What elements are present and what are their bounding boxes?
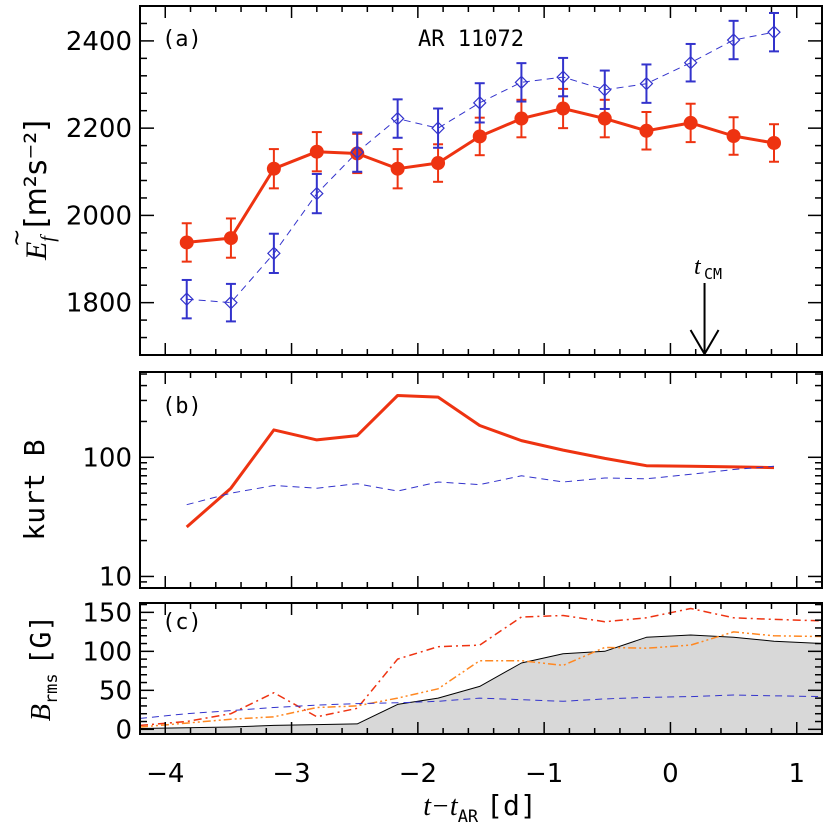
ylabel-c-sub: rms	[42, 673, 62, 704]
series-line-red-dashdot	[140, 607, 822, 727]
data-point	[767, 25, 781, 40]
data-point	[309, 186, 324, 201]
data-point	[472, 95, 487, 110]
x-tick-label: −2	[399, 759, 437, 789]
data-point	[767, 135, 782, 150]
data-point	[267, 246, 281, 261]
svg-text:Ef[m²s⁻²]: Ef [m²s⁻²]	[19, 120, 59, 261]
tcm-label: t	[694, 254, 702, 280]
tcm-arrow-head-icon	[689, 329, 720, 356]
data-point	[639, 76, 654, 91]
data-point	[179, 235, 194, 250]
panel-b-label: (b)	[162, 394, 202, 419]
series-line-gray-filled-area	[140, 634, 822, 729]
data-point	[179, 292, 194, 307]
tcm-sub: CM	[704, 265, 722, 283]
x-tick-label: 1	[788, 759, 805, 789]
xlabel-sub: AR	[458, 807, 479, 827]
y-tick-label: 10	[99, 562, 132, 592]
panel-c: −4 −3 −2 −1 0 1 0 50 100 150	[82, 598, 823, 789]
series-line-blue-dashed	[186, 465, 775, 506]
ylabel-a-tilde: ~	[5, 229, 30, 247]
y-tick-label: 2400	[66, 27, 132, 57]
x-tick-label: −3	[272, 759, 310, 789]
data-point	[224, 295, 238, 310]
data-point	[514, 111, 529, 126]
data-point	[726, 33, 741, 47]
plot-frame	[139, 371, 823, 589]
xlabel: t−tAR [d]	[423, 789, 537, 827]
series-area-fill	[140, 635, 822, 734]
data-point	[597, 82, 612, 97]
x-tick-label: −1	[525, 759, 563, 789]
y-tick-label: 150	[82, 598, 132, 628]
y-tick-label: 0	[115, 715, 132, 745]
data-point	[726, 129, 741, 144]
data-point	[431, 156, 446, 171]
ylabel-a: Ef [m²s⁻²] ~	[5, 120, 59, 261]
data-point	[350, 145, 365, 159]
ylabel-a-unit: [m²s⁻²]	[19, 120, 54, 228]
data-point	[639, 123, 654, 138]
y-tick-label: 100	[82, 637, 132, 667]
ylabel-a-sub: f	[37, 234, 59, 242]
ylabel-b: kurt B	[18, 439, 51, 540]
data-point	[472, 129, 487, 144]
data-point	[390, 111, 405, 126]
xlabel-unit: [d]	[486, 789, 537, 822]
panel-c-label: (c)	[162, 610, 202, 635]
panel-a-label: (a)	[162, 27, 202, 52]
y-tick-label: 2000	[66, 201, 132, 231]
ylabel-c-sym: B	[26, 704, 57, 721]
y-tick-label: 50	[99, 676, 132, 706]
x-tick-label: −4	[146, 759, 184, 789]
plot-area	[185, 394, 775, 529]
plot-frame	[139, 602, 823, 735]
y-tick-label: 100	[82, 443, 132, 473]
data-point	[309, 144, 324, 159]
panel-a: 1800 2000 2200 2400	[66, 5, 823, 356]
data-point	[683, 115, 698, 130]
data-point	[683, 55, 698, 70]
ar-label: AR 11072	[418, 27, 524, 52]
panel-b: 10 100	[82, 371, 823, 592]
y-tick-label: 2200	[66, 114, 132, 144]
data-point	[223, 231, 238, 246]
y-tick-label: 1800	[66, 289, 132, 319]
ylabel-c-unit: [G]	[24, 615, 57, 666]
data-point	[431, 121, 445, 135]
plot-frame	[139, 5, 823, 356]
data-point	[390, 161, 405, 176]
plot-area	[140, 607, 822, 734]
series-line-blue-dashed	[140, 694, 822, 719]
series-line-red-solid	[185, 394, 775, 529]
ylabel-a-sym: E	[20, 242, 53, 261]
tcm-annotation: t CM	[689, 254, 722, 356]
data-point	[556, 101, 571, 116]
data-point	[597, 111, 612, 126]
xlabel-main: t−t	[423, 791, 459, 822]
data-point	[514, 75, 529, 90]
svg-text:Brms[G]: Brms [G]	[24, 615, 62, 721]
x-tick-label: 0	[662, 759, 679, 789]
data-point	[556, 70, 570, 84]
ylabel-c: Brms [G]	[24, 615, 62, 721]
data-point	[266, 161, 281, 176]
